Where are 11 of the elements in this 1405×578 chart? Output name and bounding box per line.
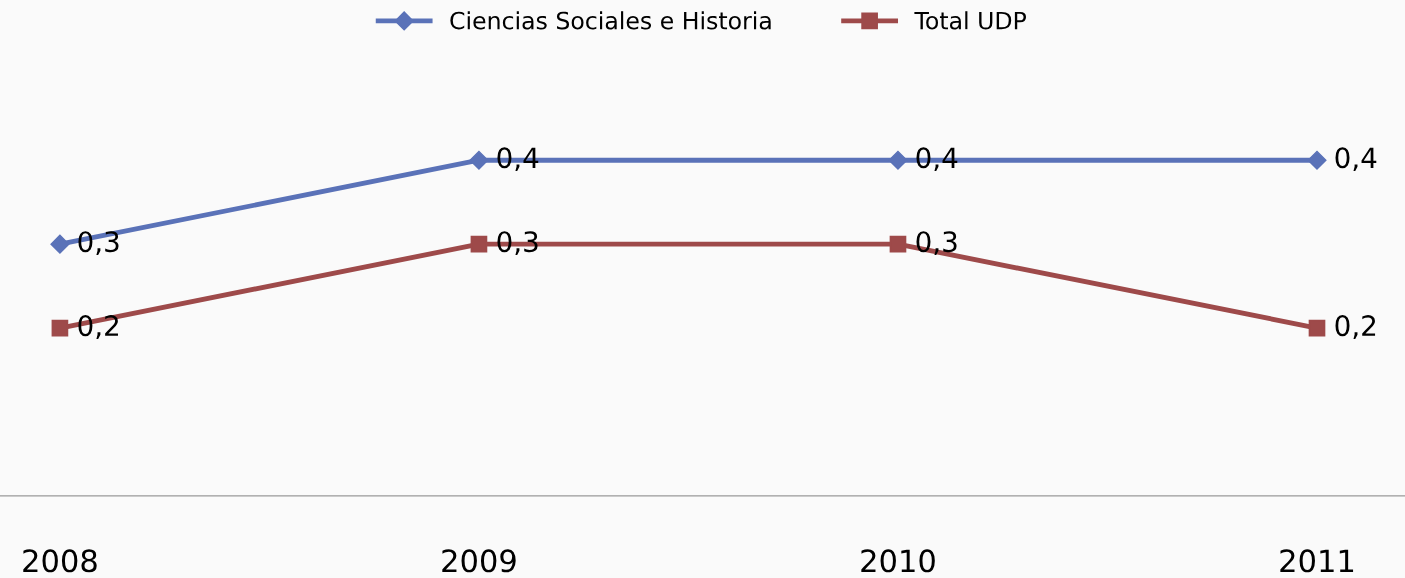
x-tick-label: 2011 [1280,549,1354,573]
data-label: 0,3 [916,231,957,256]
data-label: 0,4 [1335,147,1377,172]
x-tick-label: 2009 [442,549,516,573]
data-label: 0,2 [78,315,118,339]
x-tick-label: 2008 [23,549,97,573]
legend-label: Total UDP [914,11,1027,30]
data-label: 0,3 [78,231,119,256]
legend-label: Ciencias Sociales e Historia [450,11,771,30]
x-tick-label: 2010 [861,549,935,573]
data-label: 0,2 [1335,315,1376,339]
